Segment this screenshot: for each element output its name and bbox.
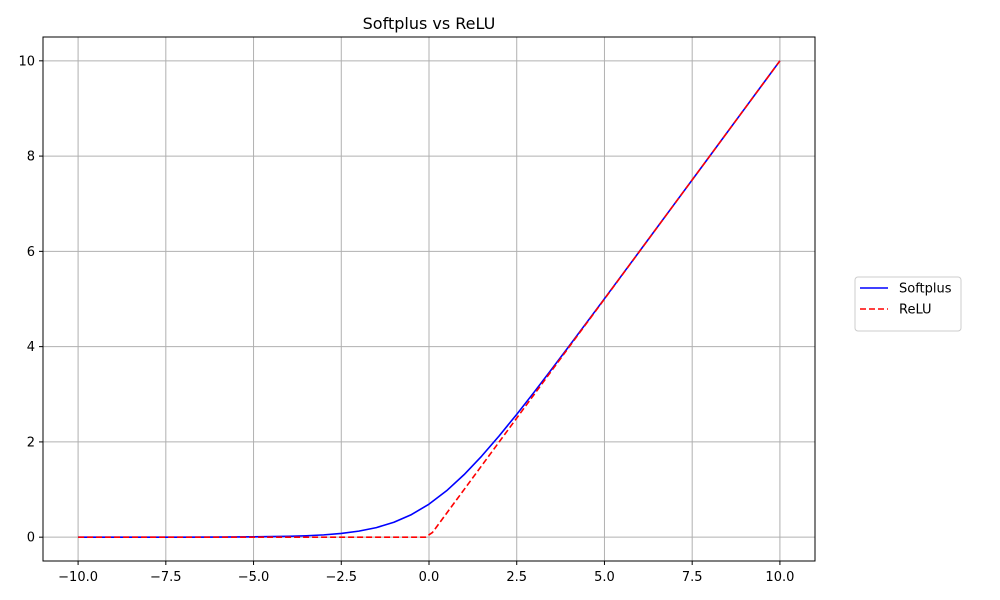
x-tick-label: 5.0 — [594, 570, 615, 585]
chart-title: Softplus vs ReLU — [363, 14, 496, 33]
legend: Softplus ReLU — [854, 276, 962, 332]
x-tick-label: 7.5 — [682, 570, 703, 585]
x-tick-label: 0.0 — [419, 570, 440, 585]
y-axis: 0 2 4 6 8 10 — [18, 54, 43, 546]
y-tick-label: 2 — [27, 435, 35, 450]
x-tick-label: −7.5 — [150, 570, 182, 585]
y-tick-label: 10 — [18, 54, 35, 69]
grid — [43, 37, 815, 561]
relu-line — [78, 60, 781, 538]
x-tick-label: −2.5 — [325, 570, 357, 585]
legend-box — [854, 276, 962, 332]
legend-label-relu: ReLU — [899, 303, 932, 318]
plot-series — [78, 60, 781, 538]
y-tick-label: 8 — [27, 150, 35, 165]
legend-label-softplus: Softplus — [899, 282, 952, 297]
x-tick-label: 2.5 — [506, 570, 527, 585]
y-tick-label: 0 — [27, 531, 35, 546]
x-tick-label: −10.0 — [58, 570, 98, 585]
x-axis: −10.0 −7.5 −5.0 −2.5 0.0 2.5 5.0 7.5 10.0 — [58, 561, 794, 585]
y-tick-label: 4 — [27, 340, 35, 355]
y-tick-label: 6 — [27, 245, 35, 260]
x-tick-label: 10.0 — [765, 570, 794, 585]
x-tick-label: −5.0 — [238, 570, 270, 585]
